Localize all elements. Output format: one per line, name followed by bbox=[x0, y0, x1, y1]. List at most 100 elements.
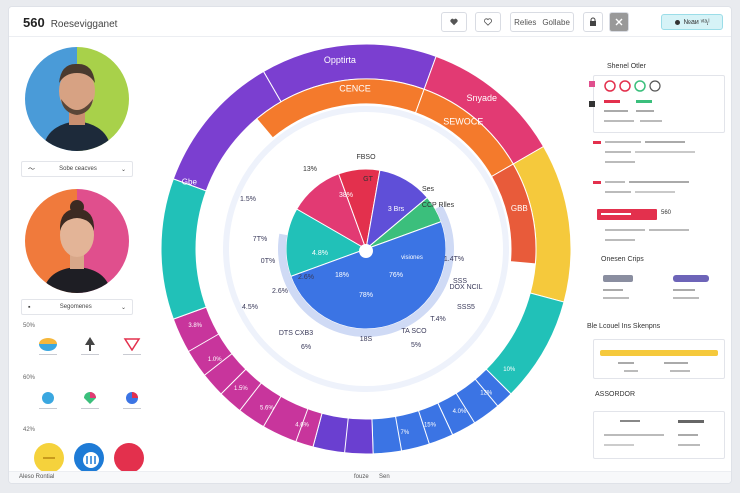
cloud-icon[interactable] bbox=[73, 442, 105, 474]
segment-small-label: 1.5% bbox=[234, 386, 248, 392]
segment-small-label: 7% bbox=[401, 430, 410, 436]
mini-icon-5[interactable] bbox=[79, 391, 101, 409]
lines-graphics bbox=[593, 141, 695, 241]
outer-ring-divider bbox=[474, 378, 499, 407]
avatar-male-image bbox=[25, 47, 129, 151]
chart-svg: Opptirta Snyade Gbe CENCE SEWOCE GBB 13% 38% GT 3… bbox=[160, 43, 572, 455]
user-row-1[interactable]: 〜 Sobe ceacves ⌄ bbox=[21, 161, 133, 177]
chart-icon: 〜 bbox=[28, 166, 35, 173]
pie-value-1: 4.8% bbox=[312, 250, 328, 257]
chevron-down-icon: ⌄ bbox=[120, 304, 126, 311]
section2-graphics bbox=[603, 275, 709, 299]
bowl-icon bbox=[39, 338, 57, 351]
avatar-male[interactable] bbox=[25, 47, 129, 151]
stat-label-3: 42% bbox=[23, 427, 36, 433]
outer-ring-divider bbox=[455, 392, 476, 424]
side-label-16: SSS5 bbox=[457, 304, 475, 311]
highlight-value: 560 bbox=[661, 210, 672, 216]
side-label-11: 5% bbox=[411, 342, 421, 349]
middle-ring-segment bbox=[490, 163, 537, 265]
mini-icon-3[interactable] bbox=[121, 337, 143, 355]
segment-small-label: 5.6% bbox=[260, 406, 274, 412]
inner-pie-slice bbox=[290, 220, 447, 330]
lock-button[interactable] bbox=[583, 12, 603, 32]
pie-label-5: CCP Rlles bbox=[422, 202, 455, 209]
section-box-1 bbox=[593, 75, 725, 133]
segment-small-label: 12% bbox=[480, 390, 493, 396]
pie-label-3: GT bbox=[363, 176, 373, 183]
user-2-label: Segomenes bbox=[59, 304, 92, 310]
side-label-6: 4.5% bbox=[242, 304, 258, 311]
mini-icon-2[interactable] bbox=[79, 337, 101, 355]
user-1-label: Sobe ceacves bbox=[59, 166, 97, 172]
mini-icon-4[interactable] bbox=[37, 391, 59, 409]
gollabe-button-label[interactable]: Gollabe bbox=[542, 17, 570, 27]
leaf-icon bbox=[84, 392, 96, 404]
outer-ring-divider bbox=[418, 410, 430, 445]
pie-label-1: 13% bbox=[303, 166, 317, 173]
outer-ring-divider bbox=[395, 416, 403, 451]
section3-graphics bbox=[600, 350, 718, 372]
lock-icon bbox=[590, 17, 596, 26]
like-button[interactable] bbox=[475, 12, 501, 32]
pie-value-3: 76% bbox=[389, 272, 403, 279]
middle-label-2: SEWOCE bbox=[443, 116, 483, 126]
outer-ring-segment bbox=[312, 412, 374, 455]
side-label-3: 0T% bbox=[261, 258, 275, 265]
outer-ring-segment bbox=[371, 402, 454, 455]
relies-button-label[interactable]: Relies bbox=[514, 17, 537, 27]
close-icon bbox=[615, 18, 623, 26]
segment-small-label: 4.0% bbox=[453, 409, 467, 415]
mini-icon-1[interactable] bbox=[37, 337, 59, 355]
stat-label-1: 50% bbox=[23, 323, 36, 329]
dot-icon bbox=[42, 392, 54, 404]
big-icon-row bbox=[33, 442, 145, 474]
side-label-1: 1.5% bbox=[240, 196, 256, 203]
pie-value-2: 18% bbox=[335, 272, 349, 279]
mini-icon-row-2 bbox=[37, 391, 143, 409]
status-dot-icon bbox=[674, 19, 680, 25]
section1-graphics bbox=[604, 80, 662, 122]
pie-value-4: 78% bbox=[359, 292, 373, 299]
outer-ring-divider bbox=[344, 418, 349, 453]
stat-label-2: 60% bbox=[23, 375, 36, 381]
yellow-circle-icon[interactable] bbox=[33, 442, 65, 474]
segment-small-label: 1.0% bbox=[208, 357, 222, 363]
section-title-2: Onesen Crips bbox=[601, 256, 644, 263]
right-panel: Shenel Otler bbox=[587, 51, 729, 481]
segment-small-label: 3.8% bbox=[188, 323, 202, 329]
avatar-female[interactable] bbox=[25, 189, 129, 293]
close-button[interactable] bbox=[609, 12, 629, 32]
outer-ring-divider bbox=[239, 382, 262, 411]
outer-ring-divider bbox=[263, 395, 282, 427]
pie-label-2: 38% bbox=[339, 192, 353, 199]
status-badge[interactable]: №аи ᵛᵗᵃⱼˡ bbox=[661, 14, 723, 30]
section-box-3 bbox=[593, 339, 725, 379]
side-label-4: 2.6% bbox=[298, 274, 314, 281]
section-box-2 bbox=[593, 269, 725, 309]
mini-icon-6[interactable] bbox=[121, 391, 143, 409]
section-box-4 bbox=[593, 411, 725, 459]
pie-icon bbox=[126, 392, 138, 404]
red-circle-icon[interactable] bbox=[113, 442, 145, 474]
side-label-5: 2.6% bbox=[272, 288, 288, 295]
footer-mid2-text: Sen bbox=[379, 474, 390, 480]
segment-small-label: 15% bbox=[424, 423, 437, 429]
top-bar: 560 Roesevigganet Relies Gollabe №аи ᵛᵗᵃⱼ… bbox=[9, 7, 731, 37]
bottom-bar: Aleso Rontial fouze Sen bbox=[9, 471, 731, 483]
arrow-up-icon bbox=[85, 337, 95, 351]
heart-outline-icon bbox=[484, 18, 492, 26]
relies-gollabe-toggle[interactable]: Relies Gollabe bbox=[510, 12, 574, 32]
outer-ring-segment bbox=[172, 70, 282, 192]
side-label-9: 18S bbox=[360, 336, 373, 343]
outer-ring-divider bbox=[295, 408, 309, 442]
middle-label-1: CENCE bbox=[339, 83, 371, 93]
side-label-12: T.4% bbox=[430, 316, 446, 323]
side-label-8: 6% bbox=[301, 344, 311, 351]
section-title-4: ASSORDOR bbox=[595, 391, 636, 398]
user-row-2[interactable]: ▪ Segomenes ⌄ bbox=[21, 299, 133, 315]
section-lines: 560 bbox=[593, 135, 725, 247]
favorite-button[interactable] bbox=[441, 12, 467, 32]
outer-ring-divider bbox=[188, 333, 220, 352]
title-number: 560 bbox=[23, 15, 45, 30]
